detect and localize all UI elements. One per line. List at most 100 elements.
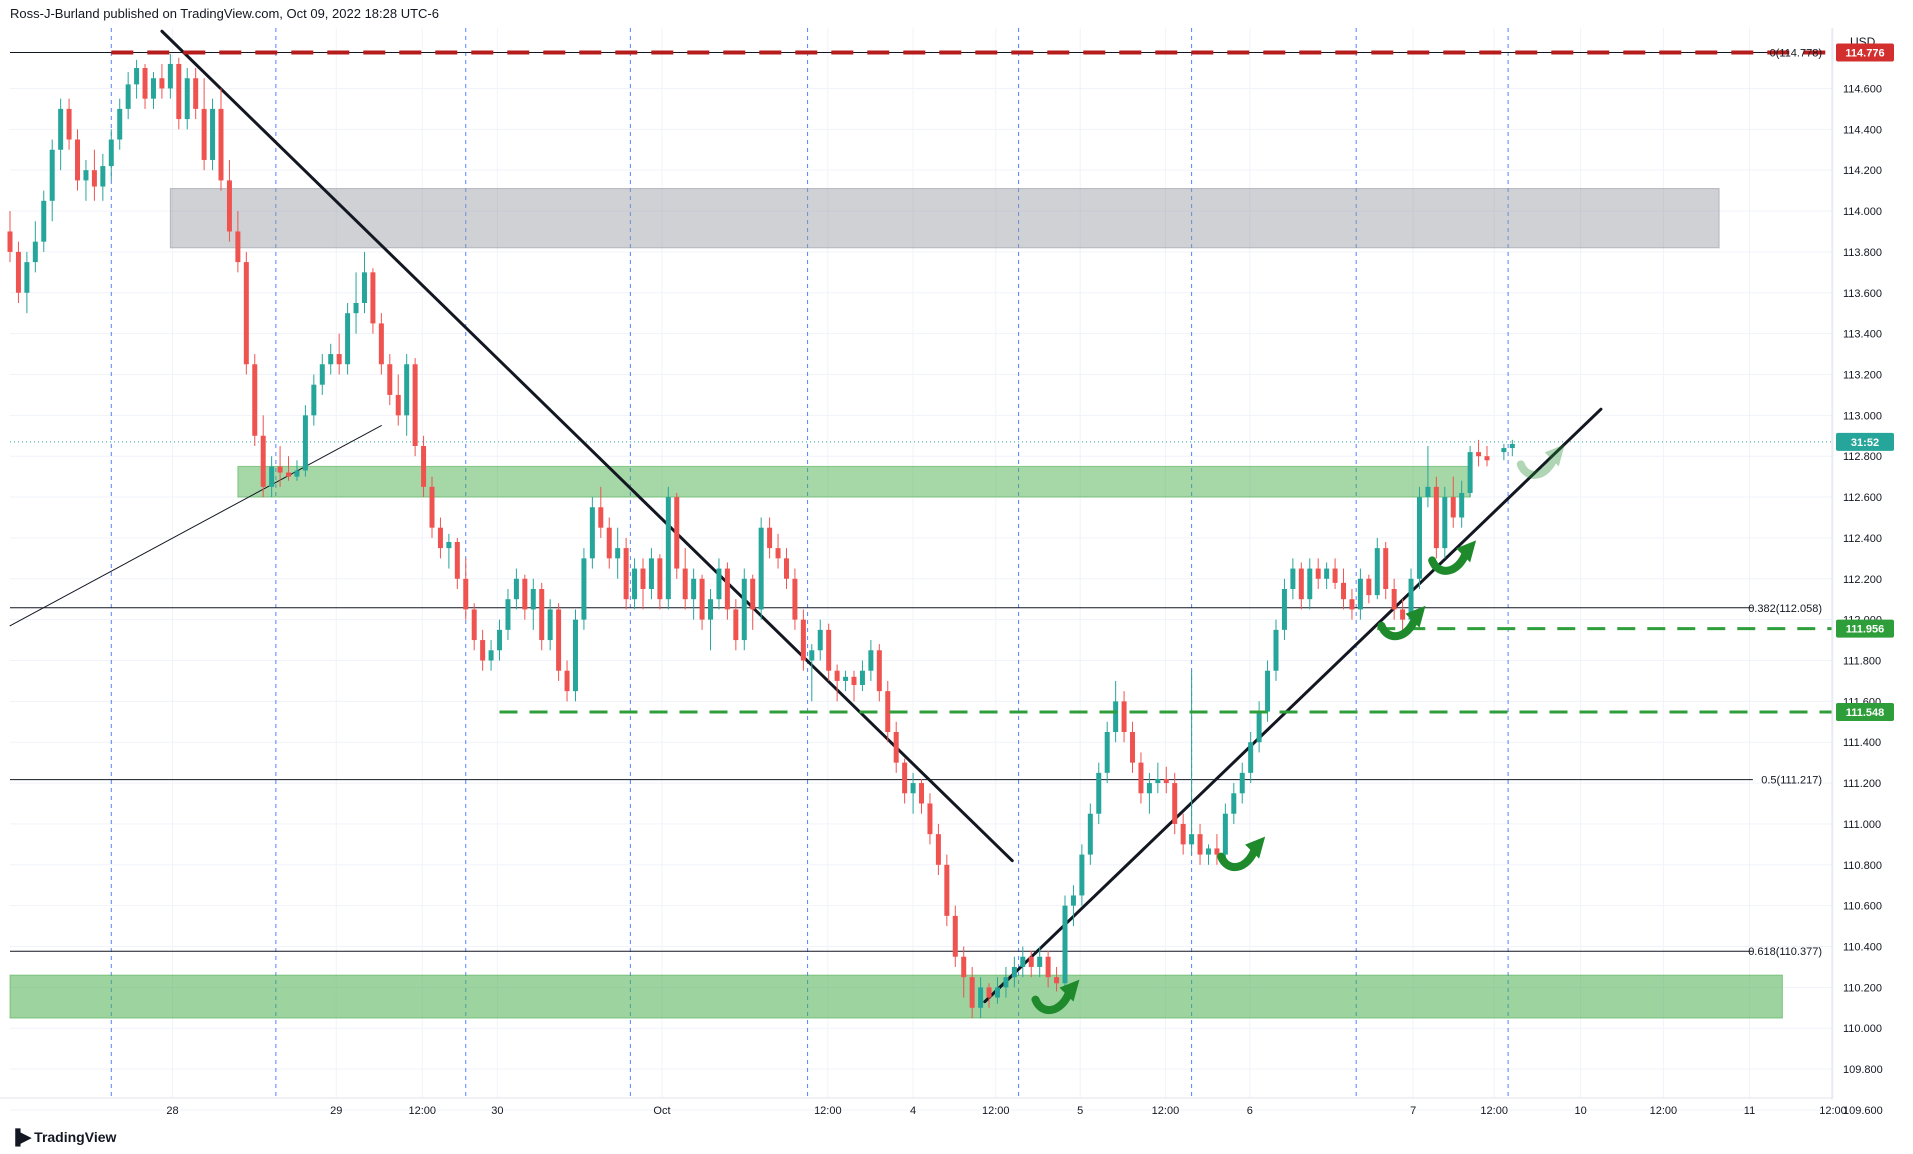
candle-body: [674, 497, 680, 569]
candle-body: [1315, 568, 1321, 579]
candle-body: [218, 108, 224, 181]
candle: [893, 721, 899, 773]
candle: [758, 517, 764, 620]
candle: [733, 599, 739, 651]
candle-body: [345, 313, 351, 365]
candle: [1374, 537, 1380, 600]
candle: [269, 456, 275, 498]
candle-body: [640, 568, 646, 589]
candle-body: [1357, 578, 1363, 610]
candle-body: [665, 497, 671, 600]
candle: [1281, 578, 1287, 641]
candle-body: [919, 783, 925, 804]
time-tick-label: 12:00: [982, 1105, 1010, 1117]
candle: [1366, 574, 1372, 604]
candle: [1011, 956, 1017, 988]
candle: [24, 251, 30, 314]
candle-body: [1197, 834, 1203, 855]
candle-body: [657, 558, 663, 600]
candle: [218, 88, 224, 191]
candle: [1357, 568, 1363, 620]
candle: [1130, 721, 1136, 773]
candle: [1265, 660, 1271, 722]
arrow-head: [1405, 605, 1426, 628]
arrow-head: [1245, 836, 1266, 859]
candle-body: [910, 783, 916, 794]
candle-body: [1180, 823, 1186, 845]
candle-body: [412, 364, 418, 446]
candle: [91, 149, 97, 201]
candle-body: [1138, 762, 1144, 794]
candle: [66, 98, 72, 150]
candle-body: [767, 527, 773, 549]
candle: [513, 568, 519, 610]
price-tick-label: 110.200: [1843, 982, 1882, 994]
candle-body: [530, 588, 536, 610]
price-tick-label: 113.000: [1843, 410, 1882, 422]
candle-body: [775, 548, 781, 559]
price-badge-text: 111.956: [1846, 624, 1885, 636]
price-tick-label: 112.200: [1843, 574, 1882, 586]
time-axis[interactable]: 28 29 12:00 30 Oct 12:00 4 12:00 5 12:00 6 7 12:00 10…: [0, 1097, 1847, 1117]
candle-body: [1054, 977, 1060, 984]
candle-body: [1028, 956, 1034, 967]
price-badge-bg: [1836, 43, 1894, 62]
time-tick-label: 11: [1744, 1105, 1755, 1117]
candle-body: [387, 364, 393, 395]
candle: [927, 793, 933, 845]
candle-body: [1281, 588, 1287, 630]
candle: [1349, 588, 1355, 620]
candle: [952, 905, 958, 967]
candle: [910, 772, 916, 814]
time-tick-label: 6: [1247, 1105, 1253, 1117]
candle-body: [395, 394, 401, 416]
bounce-arrow-3: [1377, 605, 1426, 641]
candle-body: [1332, 568, 1338, 583]
tradingview-logo[interactable]: ▐▶ TradingView: [10, 1128, 116, 1146]
candle-body: [556, 609, 562, 671]
candle: [260, 415, 266, 498]
candle-body: [1307, 568, 1313, 600]
candle-body: [505, 599, 511, 630]
candle: [826, 623, 832, 681]
candle: [201, 78, 207, 171]
time-tick-label: 12:00: [1152, 1105, 1180, 1117]
candle-body: [150, 78, 156, 99]
price-tick-label: 113.800: [1843, 247, 1882, 259]
candle-body: [91, 170, 97, 187]
candle: [1231, 783, 1237, 824]
candle: [7, 211, 13, 263]
candle-body: [210, 108, 216, 160]
candle: [944, 854, 950, 927]
candle-body: [581, 558, 587, 620]
candle-body: [184, 78, 190, 120]
arrow-head: [1059, 979, 1080, 1002]
candle: [1425, 445, 1431, 508]
candle-body: [1172, 783, 1178, 824]
candle-body: [935, 834, 941, 865]
candle-body: [159, 78, 165, 89]
candle: [716, 558, 722, 610]
candle-body: [826, 629, 832, 671]
price-tick-label: 112.600: [1843, 492, 1882, 504]
fib-level-label: 0.5(111.217): [1761, 775, 1822, 787]
candle: [463, 558, 469, 620]
candle: [556, 603, 562, 681]
candle-body: [1037, 956, 1043, 967]
candle-body: [1121, 701, 1127, 733]
candle-body: [15, 251, 21, 293]
candle: [1391, 578, 1397, 620]
candle-body: [1256, 711, 1262, 743]
price-tick-label: 110.600: [1843, 901, 1882, 913]
candle-body: [421, 445, 427, 487]
candle: [167, 53, 173, 99]
candle-body: [201, 108, 207, 160]
candle: [632, 558, 638, 610]
candle: [75, 129, 81, 191]
fib-level-labels: 0(114.778) 0.382(112.058) 0.5(111.217) 0.61…: [1748, 48, 1822, 959]
candle-body: [269, 466, 275, 487]
candle: [210, 98, 216, 171]
price-axis[interactable]: USD 109.600109.800110.000110.200110.4001…: [1831, 28, 1894, 1117]
candle: [640, 558, 646, 610]
